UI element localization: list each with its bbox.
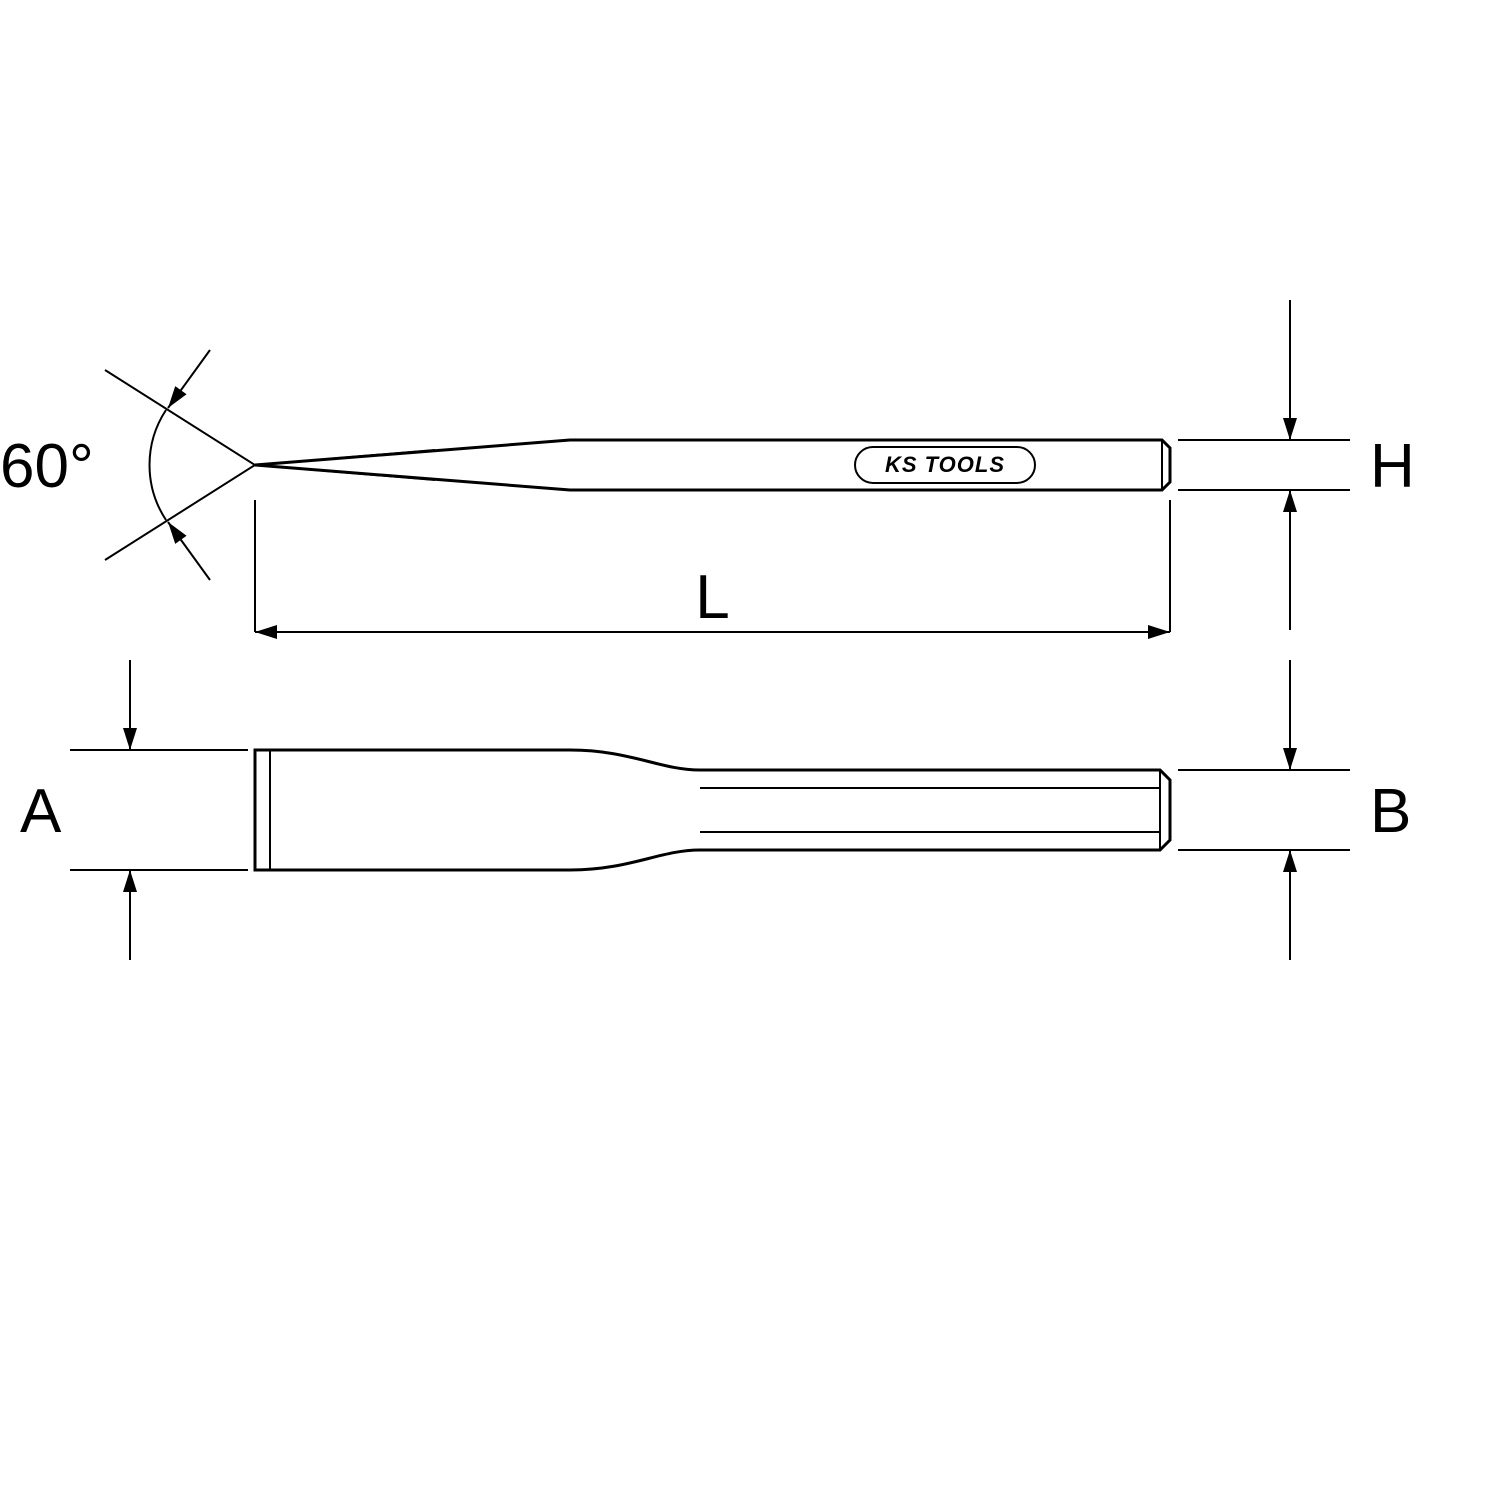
svg-text:A: A [20, 777, 62, 846]
svg-text:H: H [1370, 432, 1415, 501]
svg-text:L: L [695, 563, 729, 632]
svg-text:B: B [1370, 777, 1411, 846]
svg-text:KS TOOLS: KS TOOLS [885, 452, 1005, 477]
svg-text:60°: 60° [0, 432, 94, 501]
